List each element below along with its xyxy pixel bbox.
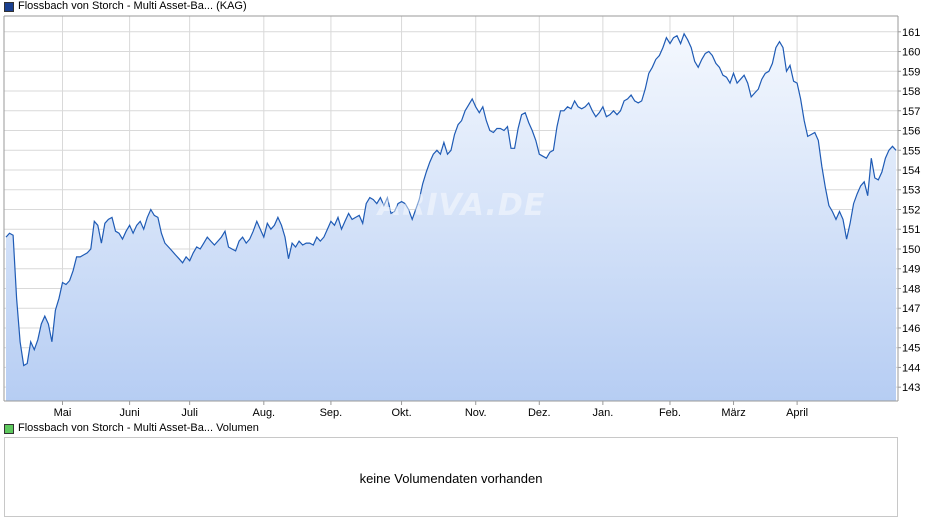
volume-legend-label: Flossbach von Storch - Multi Asset-Ba...… [18, 422, 259, 434]
watermark: ARIVA.DE [378, 188, 546, 223]
y-tick-label: 150 [902, 244, 920, 256]
y-tick-label: 147 [902, 303, 920, 315]
y-tick-label: 146 [902, 323, 920, 335]
axes [3, 15, 899, 402]
y-axis-labels: 143 144 145 146 147 148 149 150 151 152 153 154 155 1… [898, 27, 920, 394]
x-tick-label: Aug. [252, 407, 275, 419]
volume-legend: Flossbach von Storch - Multi Asset-Ba...… [4, 422, 259, 435]
x-tick-label: Dez. [528, 407, 551, 419]
x-tick-label: Jan. [592, 407, 613, 419]
price-chart: Mai Juni Juli Aug. Sep. Okt. Nov. Dez. Jan. Feb. M… [3, 15, 920, 419]
x-tick-label: Mai [54, 407, 72, 419]
y-tick-label: 159 [902, 66, 920, 78]
x-tick-label: April [786, 407, 808, 419]
y-tick-label: 153 [902, 185, 920, 197]
x-tick-label: März [721, 407, 745, 419]
y-tick-label: 155 [902, 145, 920, 157]
x-tick-label: Nov. [465, 407, 487, 419]
y-tick-label: 157 [902, 106, 920, 118]
x-tick-label: Feb. [659, 407, 681, 419]
price-line [5, 32, 897, 367]
x-tick-label: Okt. [391, 407, 411, 419]
x-tick-label: Juni [120, 407, 140, 419]
volume-panel: keine Volumendaten vorhanden [4, 437, 898, 517]
y-tick-label: 145 [902, 343, 920, 355]
price-legend: Flossbach von Storch - Multi Asset-Ba...… [4, 0, 247, 13]
volume-legend-swatch [4, 423, 14, 434]
y-tick-label: 149 [902, 264, 920, 276]
price-legend-swatch [4, 1, 14, 12]
price-area [6, 33, 896, 402]
y-tick-label: 144 [902, 362, 920, 374]
y-tick-label: 154 [902, 165, 920, 177]
y-tick-label: 156 [902, 126, 920, 138]
y-tick-label: 148 [902, 283, 920, 295]
y-tick-label: 143 [902, 382, 920, 394]
x-tick-label: Sep. [320, 407, 343, 419]
y-tick-label: 152 [902, 204, 920, 216]
x-tick-label: Juli [181, 407, 198, 419]
volume-empty-message: keine Volumendaten vorhanden [359, 471, 543, 486]
y-tick-label: 161 [902, 27, 920, 39]
y-tick-label: 160 [902, 47, 920, 59]
y-tick-label: 158 [902, 86, 920, 98]
price-legend-label: Flossbach von Storch - Multi Asset-Ba...… [18, 0, 247, 12]
x-axis-labels: Mai Juni Juli Aug. Sep. Okt. Nov. Dez. Jan. Feb. M… [54, 401, 808, 419]
y-tick-label: 151 [902, 224, 920, 236]
